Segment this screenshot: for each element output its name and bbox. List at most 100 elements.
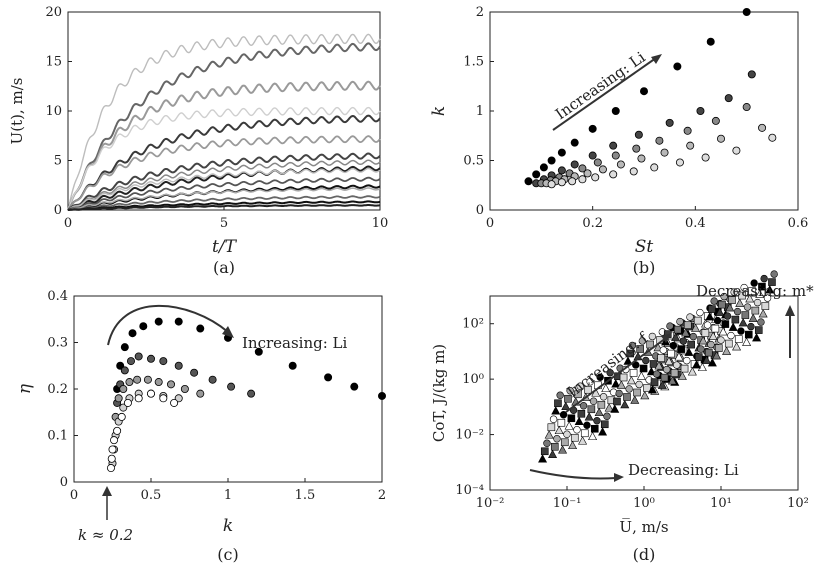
data-point <box>170 398 179 407</box>
data-point <box>706 37 715 46</box>
data-point <box>584 385 592 394</box>
data-point <box>743 303 752 311</box>
data-point <box>549 415 558 423</box>
data-point <box>753 298 762 307</box>
data-point <box>556 391 564 399</box>
data-point <box>714 344 723 352</box>
panel-c-annotation-k: k ≈ 0.2 <box>78 526 133 544</box>
data-point <box>737 327 745 335</box>
data-point <box>758 123 767 132</box>
data-point <box>620 399 630 409</box>
y-tick-label: 10⁻⁴ <box>455 483 484 498</box>
data-point <box>689 332 698 341</box>
data-point <box>673 361 681 369</box>
y-tick-label: 1 <box>476 104 484 119</box>
data-point <box>593 158 602 167</box>
panel-c-curved-arrow <box>107 304 229 346</box>
data-point <box>120 366 129 375</box>
data-point <box>134 394 143 403</box>
data-point <box>730 288 738 296</box>
data-point <box>747 70 756 79</box>
data-point <box>707 357 717 367</box>
data-point <box>599 393 608 401</box>
panel-b-label: (b) <box>633 258 656 277</box>
panel-a-ticks: 0 5 10 0 5 10 15 20 <box>45 5 388 231</box>
panel-d-arrow-li <box>529 469 617 480</box>
data-point <box>648 332 657 341</box>
data-point <box>694 353 703 361</box>
data-point <box>554 399 562 408</box>
data-point <box>646 340 654 349</box>
data-point <box>647 384 657 394</box>
data-point <box>611 107 620 116</box>
data-point <box>609 141 618 150</box>
data-point <box>692 359 702 369</box>
data-point <box>588 151 597 160</box>
data-point <box>640 390 650 400</box>
data-point <box>134 352 143 361</box>
data-point <box>107 454 116 463</box>
data-point <box>615 389 623 398</box>
data-point <box>114 394 123 403</box>
data-point <box>167 380 176 389</box>
data-point <box>603 412 611 420</box>
data-point <box>570 138 579 147</box>
x-tick-label: 10⁻² <box>476 496 505 511</box>
data-point <box>758 282 766 291</box>
series-line <box>67 135 381 211</box>
data-point <box>718 300 726 309</box>
data-point <box>125 378 134 387</box>
data-point <box>742 7 751 16</box>
data-point <box>586 378 594 386</box>
data-point <box>589 397 598 405</box>
panel-c-annotation-li: Increasing: Li <box>242 334 348 352</box>
data-point <box>557 178 566 187</box>
data-point <box>667 375 677 385</box>
data-point <box>588 124 597 133</box>
y-tick-label: 10 <box>45 104 62 119</box>
data-point <box>632 144 641 153</box>
panel-d-annotation-li: Decreasing: Li <box>628 461 739 479</box>
panel-d-arrowhead-f <box>661 333 672 343</box>
data-point <box>590 424 599 433</box>
data-point <box>670 369 679 377</box>
panel-c-xlabel: k <box>223 516 233 536</box>
data-point <box>247 389 256 398</box>
data-point <box>761 302 770 310</box>
data-point <box>687 366 697 376</box>
y-tick-label: 0 <box>54 203 62 218</box>
panel-a-lines <box>67 33 381 211</box>
data-point <box>594 407 604 417</box>
data-point <box>126 357 135 366</box>
data-point <box>693 316 702 325</box>
data-point <box>174 361 183 370</box>
data-point <box>675 158 684 167</box>
data-point <box>110 436 119 445</box>
data-point <box>702 355 712 364</box>
x-tick-label: 0.2 <box>582 216 603 231</box>
data-point <box>712 350 722 360</box>
data-point <box>629 167 638 176</box>
data-point <box>578 164 587 173</box>
data-point <box>611 379 621 388</box>
data-point <box>664 356 674 365</box>
data-point <box>660 148 669 157</box>
data-point <box>600 420 609 429</box>
y-tick-label: 0.4 <box>47 289 68 304</box>
x-tick-label: 0 <box>64 216 72 231</box>
data-point <box>190 368 199 377</box>
data-point <box>677 371 687 380</box>
data-point <box>707 340 715 349</box>
data-point <box>738 291 746 300</box>
data-point <box>680 364 689 373</box>
data-point <box>568 177 577 186</box>
data-point <box>765 284 775 294</box>
data-point <box>684 347 694 356</box>
data-point <box>139 322 148 331</box>
data-point <box>757 318 765 326</box>
panel-c-ticks: 0 0.5 1 1.5 2 0 0.1 0.2 0.3 0.4 <box>47 289 386 503</box>
data-point <box>717 336 725 344</box>
x-tick-label: 1 <box>224 488 232 503</box>
